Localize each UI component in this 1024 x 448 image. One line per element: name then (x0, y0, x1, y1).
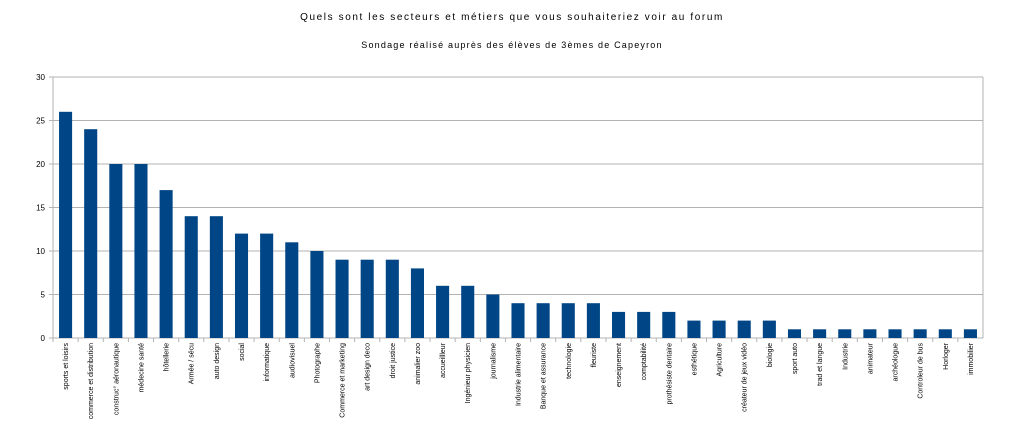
category-label: Industrie (842, 343, 849, 370)
bar (938, 329, 952, 338)
bar (511, 303, 525, 338)
y-tick-label: 15 (36, 204, 45, 213)
bar (285, 242, 299, 338)
bar (813, 329, 827, 338)
bar (335, 259, 349, 338)
bar (913, 329, 927, 338)
category-label: sports et loisirs (63, 343, 70, 390)
category-label: Agriculture (717, 343, 724, 377)
bar (234, 233, 249, 338)
bar (209, 216, 223, 338)
category-label: droit justice (390, 343, 397, 379)
bar (461, 285, 475, 338)
bar (536, 303, 550, 338)
bar (561, 303, 575, 338)
category-label: Ingénieur physicien (465, 343, 472, 403)
category-label: journalisme (490, 343, 497, 380)
category-label: Banque et assurance (541, 343, 548, 409)
category-label: prothésiste dentaire (666, 343, 673, 405)
bar (134, 164, 148, 338)
category-label: art design deco (365, 343, 372, 391)
bar (612, 311, 626, 338)
category-label: créateur de jeux vidéo (742, 343, 749, 412)
y-tick-label: 0 (41, 334, 46, 343)
bar (410, 268, 424, 338)
bar (863, 329, 877, 338)
y-tick-label: 25 (36, 117, 45, 126)
bar (84, 129, 98, 338)
category-label: Commerce et marketing (340, 343, 347, 418)
category-label: Industrie alimentaire (516, 343, 523, 406)
category-label: trad et langue (817, 343, 824, 386)
category-label: enseignement (616, 343, 623, 387)
bar (486, 294, 500, 338)
bar (59, 111, 73, 338)
bar (360, 259, 374, 338)
y-tick-label: 5 (41, 291, 46, 300)
category-label: audiovisuel (289, 343, 296, 378)
bar (159, 190, 173, 338)
bar (687, 320, 701, 338)
bar (737, 320, 751, 338)
bar (310, 251, 324, 338)
category-label: biologie (767, 343, 774, 367)
category-label: esthétique (691, 343, 698, 375)
y-tick-label: 10 (36, 247, 45, 256)
bar (637, 311, 651, 338)
category-label: technologie (566, 343, 573, 379)
bar (787, 329, 802, 338)
category-label: auto design (214, 343, 221, 379)
chart-title: Quels sont les secteurs et métiers que v… (300, 12, 724, 23)
category-label: Photographe (314, 343, 321, 383)
category-label: fleuriste (591, 343, 598, 368)
y-tick-label: 30 (36, 73, 45, 82)
category-label: comptabilité (641, 343, 648, 380)
y-axis: 0 5 10 15 20 25 30 (36, 73, 984, 343)
bar (109, 164, 123, 338)
category-label: animalier zoo (415, 343, 422, 385)
bar (712, 320, 726, 338)
bar (762, 320, 776, 338)
category-label: accueillleur (440, 342, 447, 378)
bar (888, 329, 902, 338)
category-label: commerce et distribution (88, 343, 95, 419)
bar (662, 311, 676, 338)
bar (260, 233, 274, 338)
bar (586, 303, 600, 338)
category-label: construc° aéronautique (112, 343, 120, 415)
category-label: hôtellerie (164, 343, 171, 372)
category-label: archéologue (893, 343, 900, 382)
category-label: Controleur de bus (918, 343, 925, 399)
category-label: social (239, 343, 246, 361)
category-label: informatique (264, 343, 271, 382)
category-label: sport auto (792, 343, 799, 374)
bars (59, 111, 977, 338)
bar (184, 216, 198, 338)
bar (838, 329, 852, 338)
bar (385, 259, 399, 338)
category-labels: sports et loisirs commerce et distributio… (63, 342, 975, 419)
bar (963, 329, 977, 338)
category-label: Armée / sécu (189, 343, 196, 384)
category-label: immobilier (968, 342, 975, 375)
chart-subtitle: Sondage réalisé auprès des élèves de 3èm… (361, 40, 663, 50)
category-label: Horloger (943, 342, 950, 370)
y-tick-label: 20 (36, 160, 45, 169)
category-label: médecine santé (138, 343, 145, 393)
bar (436, 285, 450, 338)
category-label: animateur (867, 342, 874, 374)
